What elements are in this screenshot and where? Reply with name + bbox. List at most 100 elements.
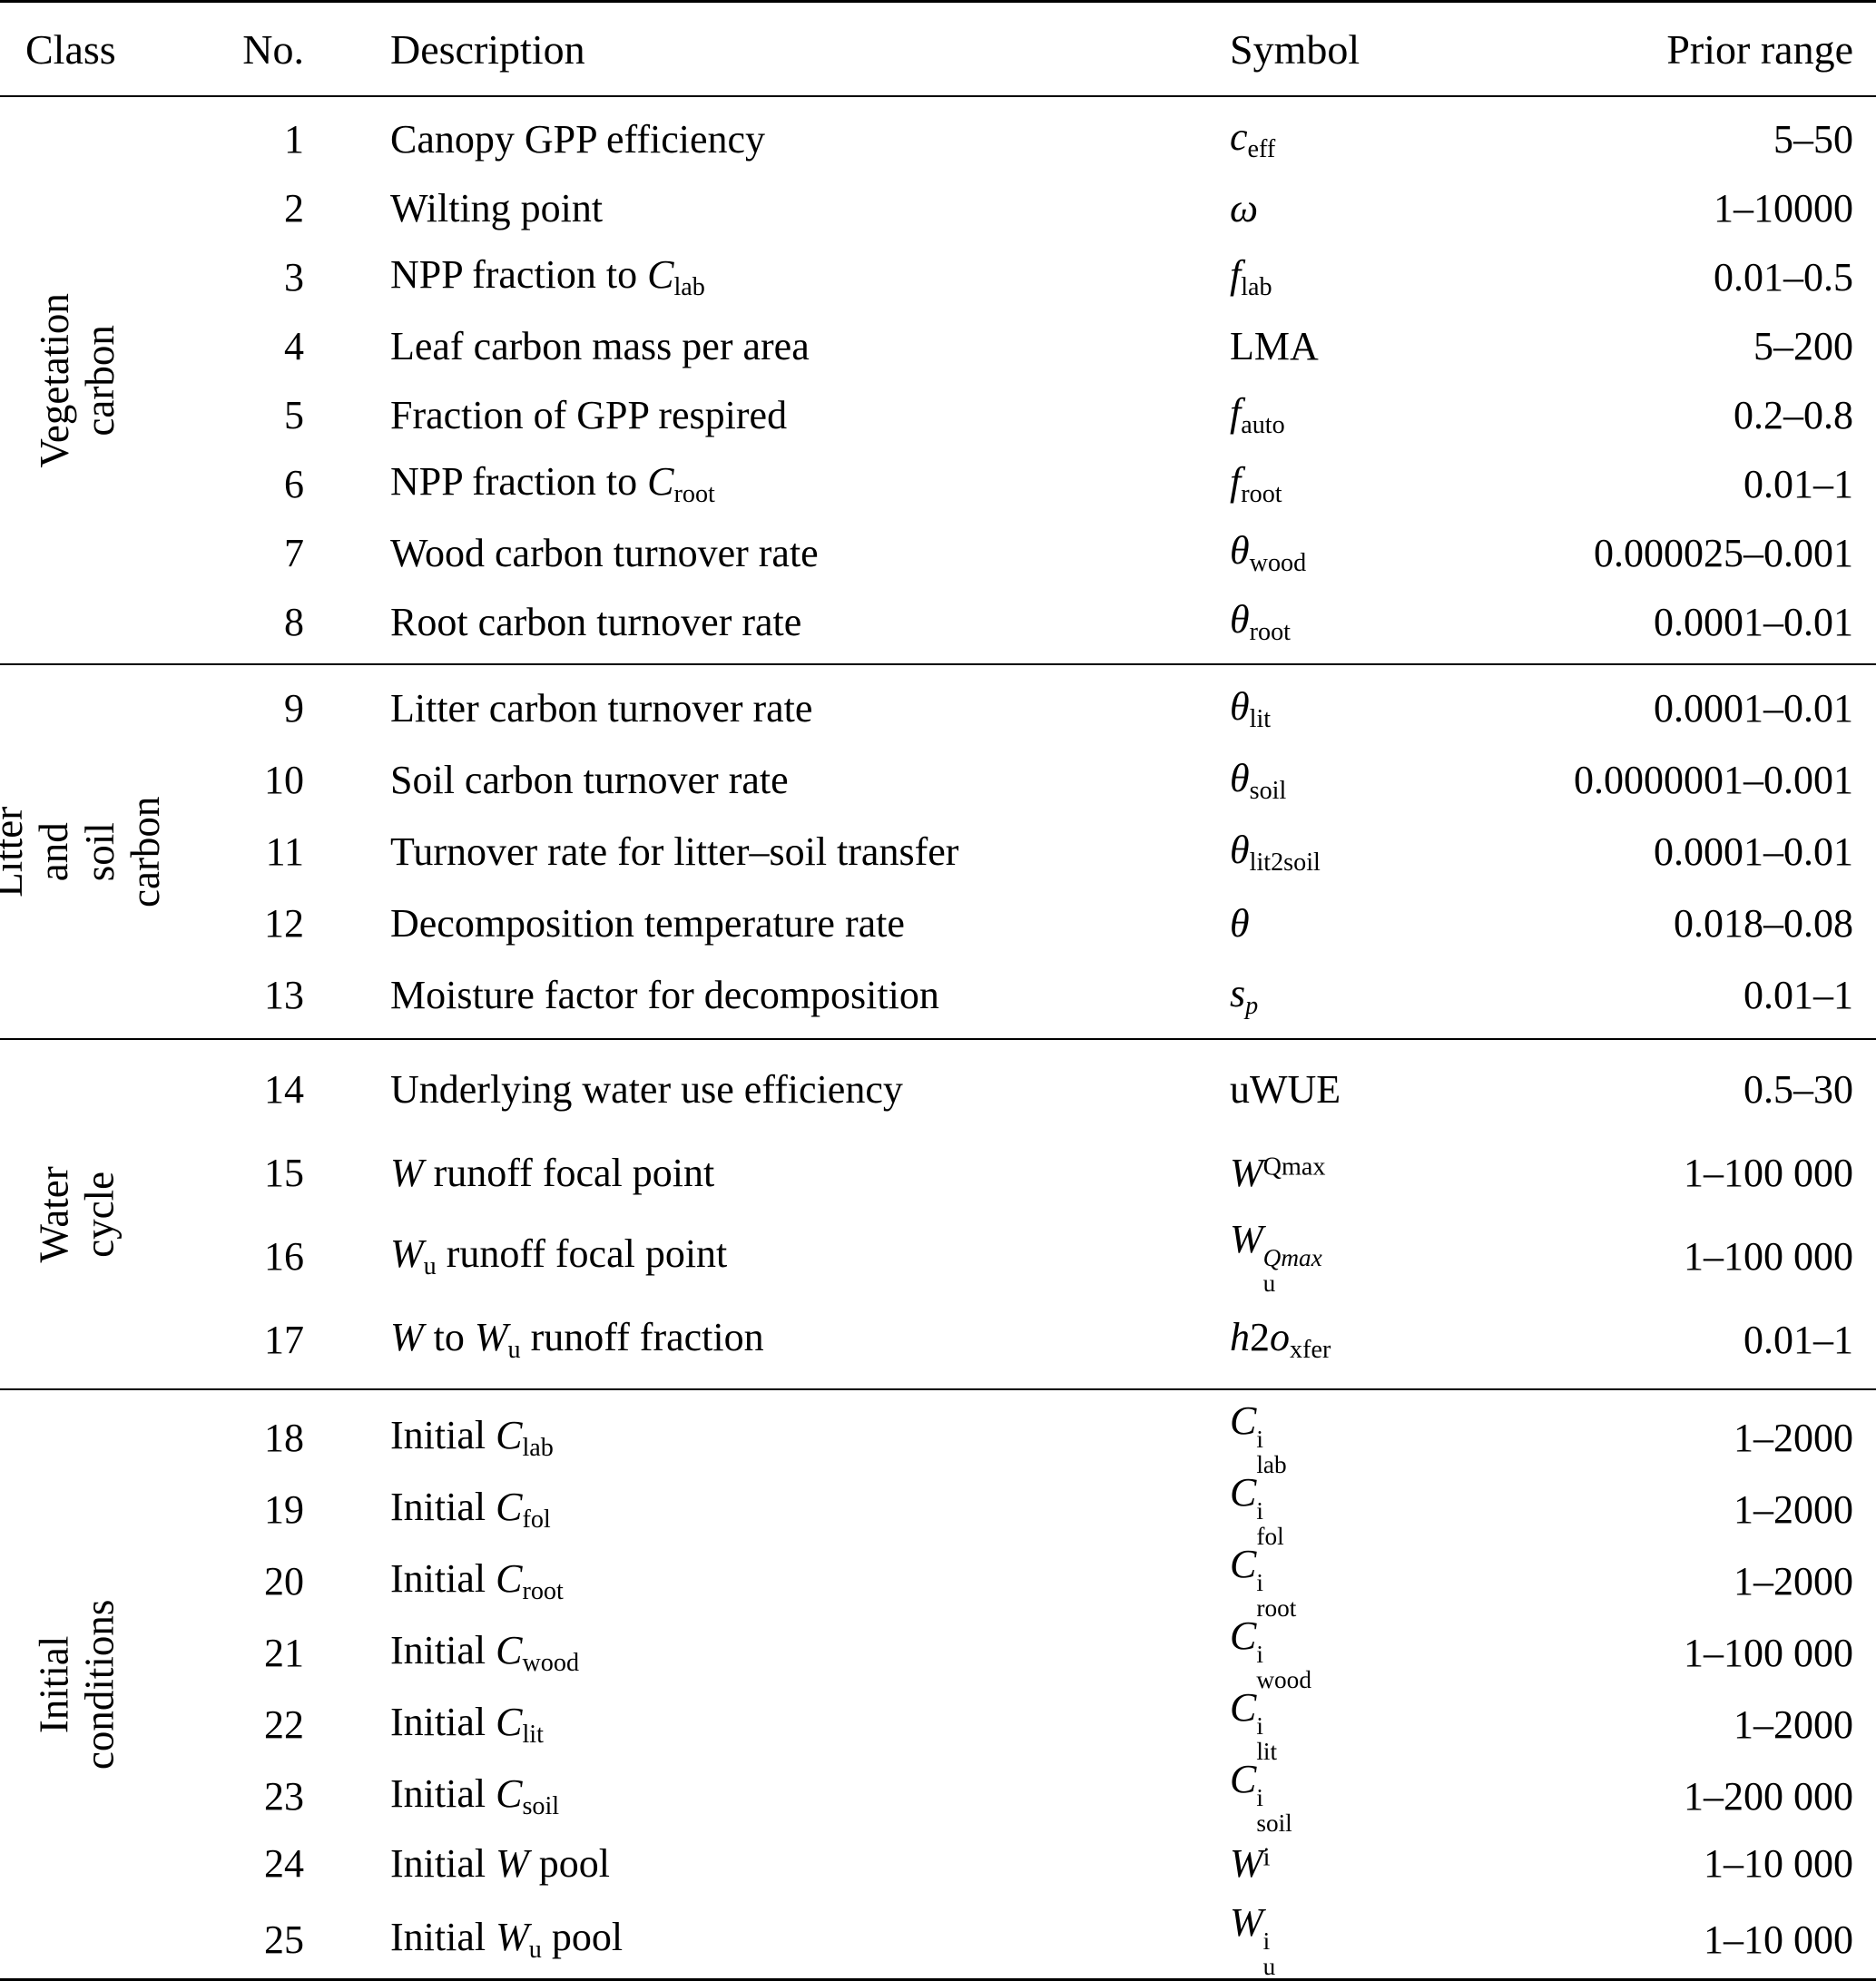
row-symbol: θwood — [1230, 528, 1307, 577]
row-symbol: WQmax — [1230, 1150, 1326, 1195]
table-row: 4 Leaf carbon mass per area LMA 5–200 — [154, 311, 1876, 380]
table-row: 14 Underlying water use efficiency uWUE 0.5… — [154, 1047, 1876, 1131]
header-class: Class — [25, 25, 116, 73]
row-symbol: sp — [1230, 970, 1259, 1020]
row-number: 9 — [284, 686, 304, 731]
class-label-rotated: Vegetation carbon — [31, 292, 123, 468]
table-row: 8 Root carbon turnover rate θroot 0.0001–0.… — [154, 587, 1876, 656]
row-prior-range: 0.01–1 — [1743, 461, 1853, 506]
class-label-rotated: Initial conditions — [31, 1599, 123, 1770]
row-number: 7 — [284, 530, 304, 575]
table-group: Litter and soil carbon 9 Litter carbon tur… — [0, 665, 1876, 1038]
row-prior-range: 1–100 000 — [1684, 1233, 1853, 1279]
row-description: Decomposition temperature rate — [390, 901, 905, 946]
row-symbol: fauto — [1230, 390, 1285, 439]
class-label-cell: Litter and soil carbon — [0, 665, 168, 1038]
row-number: 2 — [284, 185, 304, 230]
table-row: 2 Wilting point ω 1–10000 — [154, 173, 1876, 242]
class-label-cell: Water cycle — [0, 1040, 154, 1388]
row-description: Wood carbon turnover rate — [390, 530, 819, 575]
row-symbol: θ — [1230, 901, 1250, 946]
row-prior-range: 1–2000 — [1734, 1702, 1853, 1747]
row-number: 17 — [264, 1317, 304, 1362]
class-label-rotated: Litter and soil carbon — [0, 796, 169, 907]
row-prior-range: 1–10 000 — [1704, 1841, 1853, 1886]
stacked-script: i root — [1256, 1569, 1297, 1622]
row-symbol: W Qmax u — [1230, 1216, 1322, 1297]
row-prior-range: 1–10000 — [1714, 185, 1853, 230]
table-row: 11 Turnover rate for litter–soil transfer… — [154, 816, 1876, 888]
table-row: 13 Moisture factor for decomposition sp 0.0… — [154, 959, 1876, 1031]
row-number: 15 — [264, 1150, 304, 1195]
row-prior-range: 0.5–30 — [1743, 1066, 1853, 1112]
table-row: 17 W to Wu runoff fraction h2oxfer 0.01–1 — [154, 1298, 1876, 1381]
table-row: 3 NPP fraction to Clab flab 0.01–0.5 — [154, 242, 1876, 311]
row-number: 19 — [264, 1486, 304, 1532]
row-number: 25 — [264, 1917, 304, 1962]
row-prior-range: 1–2000 — [1734, 1558, 1853, 1603]
table-row: 15 W runoff focal point WQmax 1–100 000 — [154, 1131, 1876, 1214]
row-description: Canopy GPP efficiency — [390, 116, 766, 162]
group-separator-rule — [0, 1038, 1876, 1040]
table-row: 1 Canopy GPP efficiency ceff 5–50 — [154, 104, 1876, 173]
header-prior-range: Prior range — [1666, 25, 1853, 73]
row-description: Soil carbon turnover rate — [390, 758, 789, 802]
header-no: No. — [242, 25, 304, 73]
row-symbol: uWUE — [1230, 1066, 1341, 1112]
row-description: W runoff focal point — [390, 1150, 715, 1195]
row-number: 22 — [264, 1702, 304, 1747]
row-description: NPP fraction to Clab — [390, 252, 705, 301]
table-row: 16 Wu runoff focal point W Qmax u 1–100 000 — [154, 1214, 1876, 1298]
group-separator-rule — [0, 1388, 1876, 1390]
row-prior-range: 0.01–1 — [1743, 973, 1853, 1017]
group-rows: 14 Underlying water use efficiency uWUE 0.5… — [154, 1040, 1876, 1388]
group-rows: 9 Litter carbon turnover rate θlit 0.0001–0… — [154, 665, 1876, 1038]
row-prior-range: 5–200 — [1753, 323, 1853, 368]
header-description: Description — [390, 25, 585, 73]
row-prior-range: 0.0001–0.01 — [1654, 686, 1853, 731]
row-symbol: θlit2soil — [1230, 827, 1321, 877]
table-group: Vegetation carbon 1 Canopy GPP efficiency c… — [0, 97, 1876, 663]
row-prior-range: 1–200 000 — [1684, 1773, 1853, 1819]
row-description: Initial Csoil — [390, 1771, 560, 1821]
row-number: 13 — [264, 973, 304, 1017]
table-header: Class No. Description Symbol Prior range — [0, 3, 1876, 95]
row-prior-range: 0.018–0.08 — [1674, 901, 1853, 946]
table-row: 10 Soil carbon turnover rate θsoil 0.000000… — [154, 744, 1876, 816]
row-description: Fraction of GPP respired — [390, 392, 788, 437]
row-prior-range: 0.0001–0.01 — [1654, 599, 1853, 644]
row-number: 14 — [264, 1066, 304, 1112]
top-rule — [0, 0, 1876, 3]
row-number: 11 — [265, 829, 304, 874]
class-label-cell: Initial conditions — [0, 1390, 154, 1978]
row-symbol: froot — [1230, 459, 1282, 508]
row-prior-range: 1–10 000 — [1704, 1917, 1853, 1962]
class-label-cell: Vegetation carbon — [0, 97, 154, 663]
row-number: 24 — [264, 1841, 304, 1886]
row-prior-range: 0.0001–0.01 — [1654, 829, 1853, 874]
row-description: Initial W pool — [390, 1841, 610, 1886]
stacked-script: i lab — [1256, 1426, 1287, 1478]
row-prior-range: 0.2–0.8 — [1734, 392, 1853, 437]
table-body: Vegetation carbon 1 Canopy GPP efficiency c… — [0, 97, 1876, 1979]
table-row: 24 Initial W pool Wi 1–10 000 — [154, 1828, 1876, 1899]
table-row: 9 Litter carbon turnover rate θlit 0.0001–0… — [154, 672, 1876, 744]
stacked-script: Qmax u — [1262, 1243, 1322, 1297]
stacked-script: i fol — [1256, 1497, 1284, 1550]
stacked-script: i wood — [1256, 1641, 1311, 1693]
row-symbol: Wi — [1230, 1841, 1271, 1886]
stacked-script: i soil — [1256, 1784, 1292, 1837]
row-number: 10 — [264, 758, 304, 802]
row-description: Initial Cwood — [390, 1628, 580, 1678]
